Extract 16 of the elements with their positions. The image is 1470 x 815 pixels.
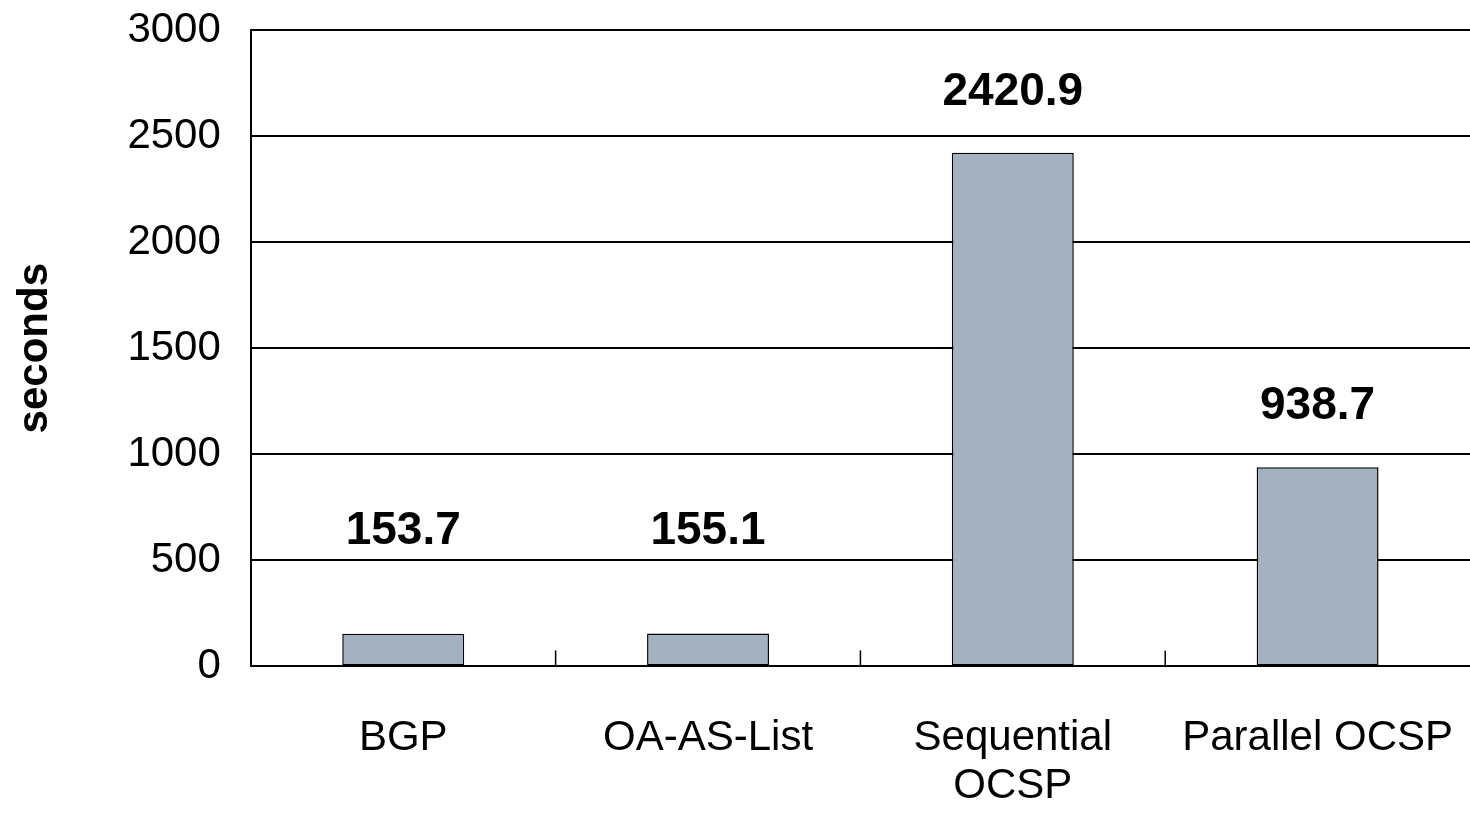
y-tick-label: 500 [150,533,221,581]
x-tick-label: Sequential OCSP [913,712,1113,808]
y-axis-title: seconds [8,263,56,434]
y-tick-label: 0 [197,639,221,687]
data-label: 2420.9 [942,62,1084,115]
data-label: 153.7 [345,502,461,555]
x-tick-label: BGP [358,712,448,760]
y-tick-label: 2500 [127,109,221,157]
y-tick-label: 1000 [127,427,221,475]
y-tick-label: 1500 [127,321,221,369]
data-label: 155.1 [650,502,766,555]
y-tick-label: 3000 [127,3,221,51]
x-tick-label: Parallel OCSP [1182,712,1453,760]
x-tick-label: OA-AS-List [603,712,814,760]
data-label: 938.7 [1260,377,1376,430]
y-tick-label: 2000 [127,215,221,263]
